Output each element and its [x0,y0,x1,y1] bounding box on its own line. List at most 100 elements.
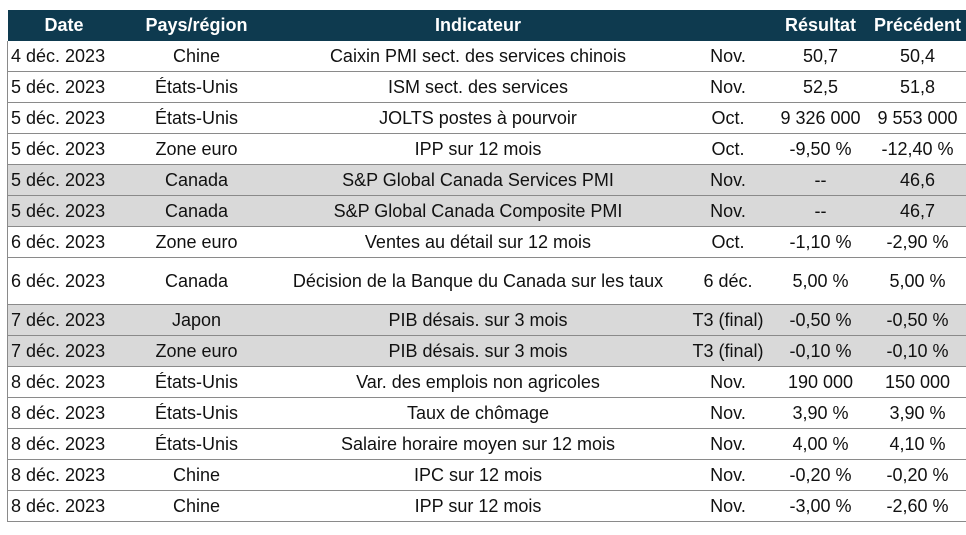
header-cell: Date [7,10,121,41]
table-cell: 5 déc. 2023 [7,71,121,103]
table-cell: -- [772,195,869,227]
table-cell: -2,60 % [868,490,966,522]
table-cell: -2,90 % [868,226,966,258]
table-row: 6 déc. 2023 Zone euro Ventes au détail sur… [7,226,966,258]
table-cell: États-Unis [120,428,273,460]
table-cell: 46,6 [868,164,966,196]
table-cell: Nov. [683,164,773,196]
table-cell: IPP sur 12 mois [272,133,684,165]
table-cell: -0,10 % [868,335,966,367]
table-cell: Nov. [683,397,773,429]
table-row: 7 déc. 2023 Japon PIB désais. sur 3 mois T3… [7,304,966,336]
table-cell: 9 553 000 [868,102,966,134]
table-cell: 9 326 000 [772,102,869,134]
table-cell: -0,20 % [868,459,966,491]
table-cell: 8 déc. 2023 [7,397,121,429]
table-cell: Nov. [683,195,773,227]
table-cell: Chine [120,490,273,522]
table-cell: États-Unis [120,71,273,103]
table-cell: 5 déc. 2023 [7,133,121,165]
table-cell: Taux de chômage [272,397,684,429]
table-cell: Nov. [683,41,773,72]
table-cell: 3,90 % [868,397,966,429]
table-cell: IPC sur 12 mois [272,459,684,491]
table-cell: 5 déc. 2023 [7,164,121,196]
table-cell: 4,00 % [772,428,869,460]
table-cell: 3,90 % [772,397,869,429]
calendar-table: Date Pays/région Indicateur Résultat Pré… [7,10,966,522]
table-cell: 6 déc. 2023 [7,257,121,305]
table-row: 8 déc. 2023 États-Unis Var. des emplois no… [7,366,966,398]
table-cell: Nov. [683,428,773,460]
table-cell: PIB désais. sur 3 mois [272,335,684,367]
table-row: 8 déc. 2023 États-Unis Taux de chômage Nov.… [7,397,966,429]
header-cell: Indicateur [272,10,684,41]
table-cell: 5,00 % [868,257,966,305]
table-cell: 7 déc. 2023 [7,304,121,336]
table-cell: Canada [120,257,273,305]
table-cell: Chine [120,41,273,72]
table-row: 5 déc. 2023 Canada S&P Global Canada Servi… [7,164,966,196]
table-cell: 46,7 [868,195,966,227]
table-cell: -1,10 % [772,226,869,258]
table-cell: -3,00 % [772,490,869,522]
table-cell: 5,00 % [772,257,869,305]
table-cell: États-Unis [120,102,273,134]
table-cell: 4,10 % [868,428,966,460]
table-cell: S&P Global Canada Services PMI [272,164,684,196]
header-cell: Résultat [772,10,869,41]
table-row: 7 déc. 2023 Zone euro PIB désais. sur 3 mo… [7,335,966,367]
table-cell: Nov. [683,71,773,103]
table-cell: Nov. [683,366,773,398]
table-row: 5 déc. 2023 Canada S&P Global Canada Compo… [7,195,966,227]
table-cell: 8 déc. 2023 [7,428,121,460]
table-cell: PIB désais. sur 3 mois [272,304,684,336]
table-cell: Nov. [683,490,773,522]
table-cell: Caixin PMI sect. des services chinois [272,41,684,72]
table-cell: Zone euro [120,226,273,258]
table-cell: T3 (final) [683,335,773,367]
table-cell: 6 déc. [683,257,773,305]
table-cell: Japon [120,304,273,336]
table-cell: 50,7 [772,41,869,72]
table-cell: États-Unis [120,366,273,398]
table-cell: 150 000 [868,366,966,398]
table-row: 6 déc. 2023 Canada Décision de la Banque d… [7,257,966,305]
table-cell: Var. des emplois non agricoles [272,366,684,398]
table-cell: 8 déc. 2023 [7,490,121,522]
header-row: Date Pays/région Indicateur Résultat Pré… [7,10,966,41]
table-row: 5 déc. 2023 États-Unis JOLTS postes à pour… [7,102,966,134]
table-cell: -0,50 % [868,304,966,336]
table-cell: États-Unis [120,397,273,429]
table-cell: -0,10 % [772,335,869,367]
table-row: 4 déc. 2023 Chine Caixin PMI sect. des ser… [7,41,966,72]
table-cell: JOLTS postes à pourvoir [272,102,684,134]
table-cell: -9,50 % [772,133,869,165]
table-cell: Chine [120,459,273,491]
table-cell: 6 déc. 2023 [7,226,121,258]
table-cell: -12,40 % [868,133,966,165]
table-cell: Zone euro [120,335,273,367]
header-cell: Pays/région [120,10,273,41]
table-cell: IPP sur 12 mois [272,490,684,522]
table-cell: Ventes au détail sur 12 mois [272,226,684,258]
table-cell: 4 déc. 2023 [7,41,121,72]
table-cell: T3 (final) [683,304,773,336]
table-cell: Oct. [683,226,773,258]
table-cell: Décision de la Banque du Canada sur les … [272,257,684,305]
table-cell: -0,20 % [772,459,869,491]
table-cell: Canada [120,164,273,196]
table-row: 8 déc. 2023 Chine IPC sur 12 mois Nov. -0,20… [7,459,966,491]
table-cell: Salaire horaire moyen sur 12 mois [272,428,684,460]
table-cell: 5 déc. 2023 [7,195,121,227]
header-cell [683,10,773,41]
header-cell: Précédent [868,10,966,41]
table-row: 8 déc. 2023 Chine IPP sur 12 mois Nov. -3,00… [7,490,966,522]
table-row: 5 déc. 2023 États-Unis ISM sect. des servi… [7,71,966,103]
table-cell: Canada [120,195,273,227]
table-cell: Oct. [683,133,773,165]
table-cell: ISM sect. des services [272,71,684,103]
table-body: 4 déc. 2023 Chine Caixin PMI sect. des ser… [7,41,966,522]
table-cell: Zone euro [120,133,273,165]
